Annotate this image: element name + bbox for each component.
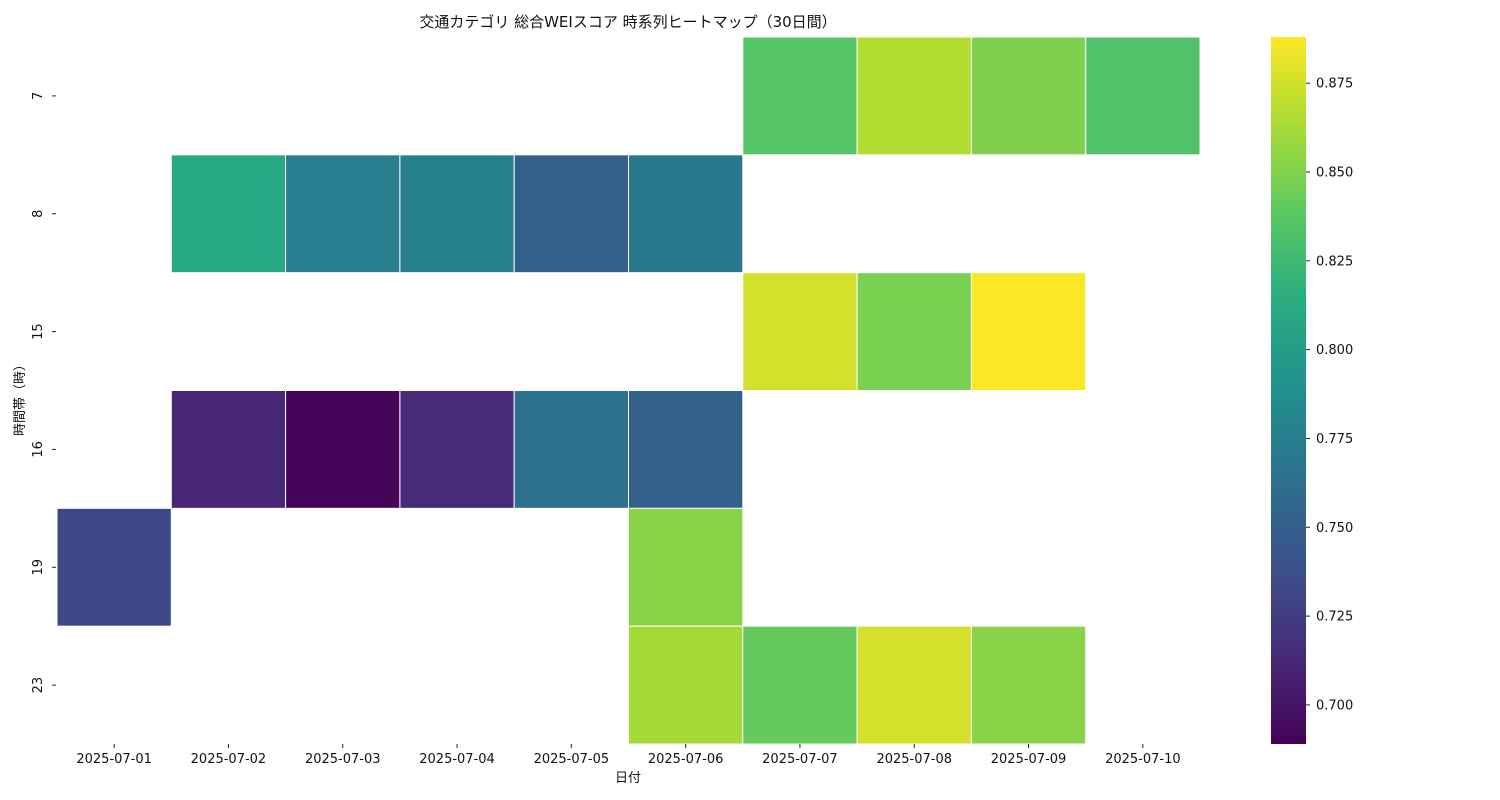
colorbar-tick-label: 0.725 (1316, 610, 1353, 625)
heatmap-cell (285, 390, 401, 509)
chart-title: 交通カテゴリ 総合WEIスコア 時系列ヒートマップ（30日間） (419, 13, 836, 31)
colorbar-tick-label: 0.800 (1316, 343, 1353, 358)
x-tick-label: 2025-07-06 (648, 752, 724, 767)
heatmap-cell (970, 625, 1087, 745)
heatmap-cell (628, 154, 744, 274)
colorbar-tick-label: 0.850 (1316, 166, 1353, 181)
y-tick-label: 23 (31, 677, 46, 694)
colorbar-tick-label: 0.825 (1316, 254, 1353, 269)
colorbar-tick-label: 0.775 (1316, 432, 1353, 447)
heatmap-cell (742, 625, 858, 745)
heatmap-cell (170, 154, 287, 274)
heatmap-cell (513, 154, 630, 274)
heatmap-cell (856, 272, 972, 391)
heatmap-cell (742, 272, 858, 391)
heatmap-cell (1085, 36, 1201, 156)
heatmap-cell (513, 390, 630, 509)
x-tick-label: 2025-07-09 (991, 752, 1067, 767)
heatmap-cell (628, 507, 744, 627)
x-tick-label: 2025-07-01 (76, 752, 152, 767)
y-tick-label: 8 (31, 210, 46, 218)
y-tick-label: 16 (31, 441, 46, 458)
x-tick-label: 2025-07-10 (1105, 752, 1181, 767)
x-tick-label: 2025-07-02 (191, 752, 267, 767)
x-tick-label: 2025-07-08 (876, 752, 952, 767)
y-tick-label: 15 (31, 323, 46, 340)
heatmap-cell (742, 36, 858, 156)
heatmap-cell (628, 625, 744, 745)
x-tick-label: 2025-07-04 (419, 752, 495, 767)
x-tick-label: 2025-07-03 (305, 752, 381, 767)
colorbar (1271, 37, 1306, 744)
y-axis-label: 時間帯（時） (13, 358, 28, 436)
colorbar-tick-label: 0.750 (1316, 521, 1353, 536)
heatmap-cell (628, 390, 744, 509)
heatmap-cell (970, 272, 1087, 391)
x-axis-label: 日付 (615, 771, 641, 786)
heatmap-cell (285, 154, 401, 274)
x-tick-label: 2025-07-07 (762, 752, 838, 767)
heatmap-cell (170, 390, 287, 509)
y-tick-label: 7 (31, 92, 46, 100)
colorbar-tick-label: 0.875 (1316, 77, 1353, 92)
heatmap-cell (399, 154, 515, 274)
heatmap-cell (970, 36, 1087, 156)
x-tick-label: 2025-07-05 (534, 752, 610, 767)
heatmap-cells (56, 36, 1201, 745)
y-tick-label: 19 (31, 559, 46, 576)
heatmap-cell (399, 390, 515, 509)
heatmap-cell (856, 625, 972, 745)
x-axis-ticks: 2025-07-01 2025-07-02 2025-07-03 2025-07-04… (76, 744, 1181, 767)
colorbar-ticks: 0.700 0.725 0.750 0.775 0.800 0.825 0.850 0.875 (1306, 77, 1353, 713)
heatmap-cell (856, 36, 972, 156)
heatmap-cell (56, 507, 172, 627)
colorbar-tick-label: 0.700 (1316, 698, 1353, 713)
y-axis-ticks: 7 8 15 16 19 23 (31, 92, 56, 694)
